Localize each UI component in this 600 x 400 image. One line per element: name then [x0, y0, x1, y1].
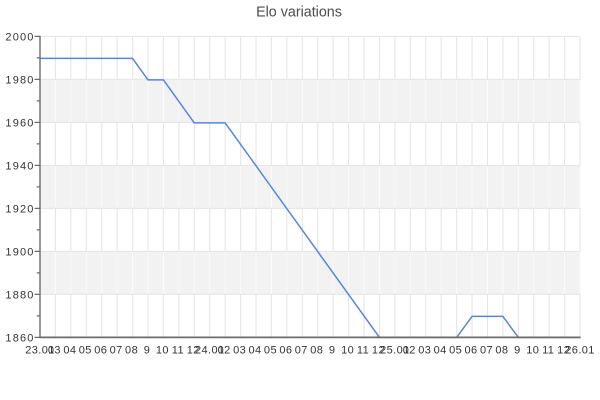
svg-text:1960: 1960 — [5, 117, 34, 129]
svg-text:10: 10 — [156, 345, 169, 357]
svg-text:07: 07 — [110, 345, 123, 357]
svg-text:08: 08 — [125, 345, 138, 357]
svg-text:2000: 2000 — [5, 31, 34, 43]
svg-text:07: 07 — [480, 345, 493, 357]
svg-text:1920: 1920 — [5, 203, 34, 215]
svg-text:02: 02 — [218, 345, 231, 357]
svg-text:05: 05 — [264, 345, 277, 357]
svg-text:06: 06 — [465, 345, 478, 357]
svg-text:23.01: 23.01 — [25, 345, 55, 357]
svg-text:1940: 1940 — [5, 160, 34, 172]
svg-text:1900: 1900 — [5, 246, 34, 258]
svg-text:04: 04 — [248, 345, 261, 357]
svg-text:08: 08 — [310, 345, 323, 357]
svg-text:03: 03 — [233, 345, 246, 357]
svg-text:02: 02 — [403, 345, 416, 357]
svg-text:04: 04 — [434, 345, 447, 357]
svg-text:08: 08 — [495, 345, 508, 357]
svg-text:1980: 1980 — [5, 74, 34, 86]
svg-text:9: 9 — [329, 345, 336, 357]
svg-text:06: 06 — [94, 345, 107, 357]
svg-text:03: 03 — [48, 345, 61, 357]
svg-text:11: 11 — [542, 345, 554, 357]
svg-text:9: 9 — [514, 345, 521, 357]
svg-text:26.01: 26.01 — [565, 345, 595, 357]
svg-text:Elo variations: Elo variations — [256, 5, 342, 21]
svg-text:06: 06 — [279, 345, 292, 357]
svg-text:1880: 1880 — [5, 289, 34, 301]
svg-text:25.01: 25.01 — [380, 345, 410, 357]
svg-text:12: 12 — [187, 345, 200, 357]
svg-text:10: 10 — [341, 345, 354, 357]
svg-text:12: 12 — [557, 345, 570, 357]
svg-text:03: 03 — [418, 345, 431, 357]
svg-text:05: 05 — [449, 345, 462, 357]
svg-text:04: 04 — [63, 345, 76, 357]
svg-text:07: 07 — [295, 345, 308, 357]
svg-text:9: 9 — [144, 345, 151, 357]
svg-text:24.01: 24.01 — [195, 345, 225, 357]
svg-text:1860: 1860 — [5, 332, 34, 344]
svg-text:12: 12 — [372, 345, 385, 357]
svg-text:05: 05 — [79, 345, 92, 357]
svg-text:10: 10 — [526, 345, 539, 357]
svg-text:11: 11 — [172, 345, 184, 357]
svg-text:11: 11 — [357, 345, 369, 357]
